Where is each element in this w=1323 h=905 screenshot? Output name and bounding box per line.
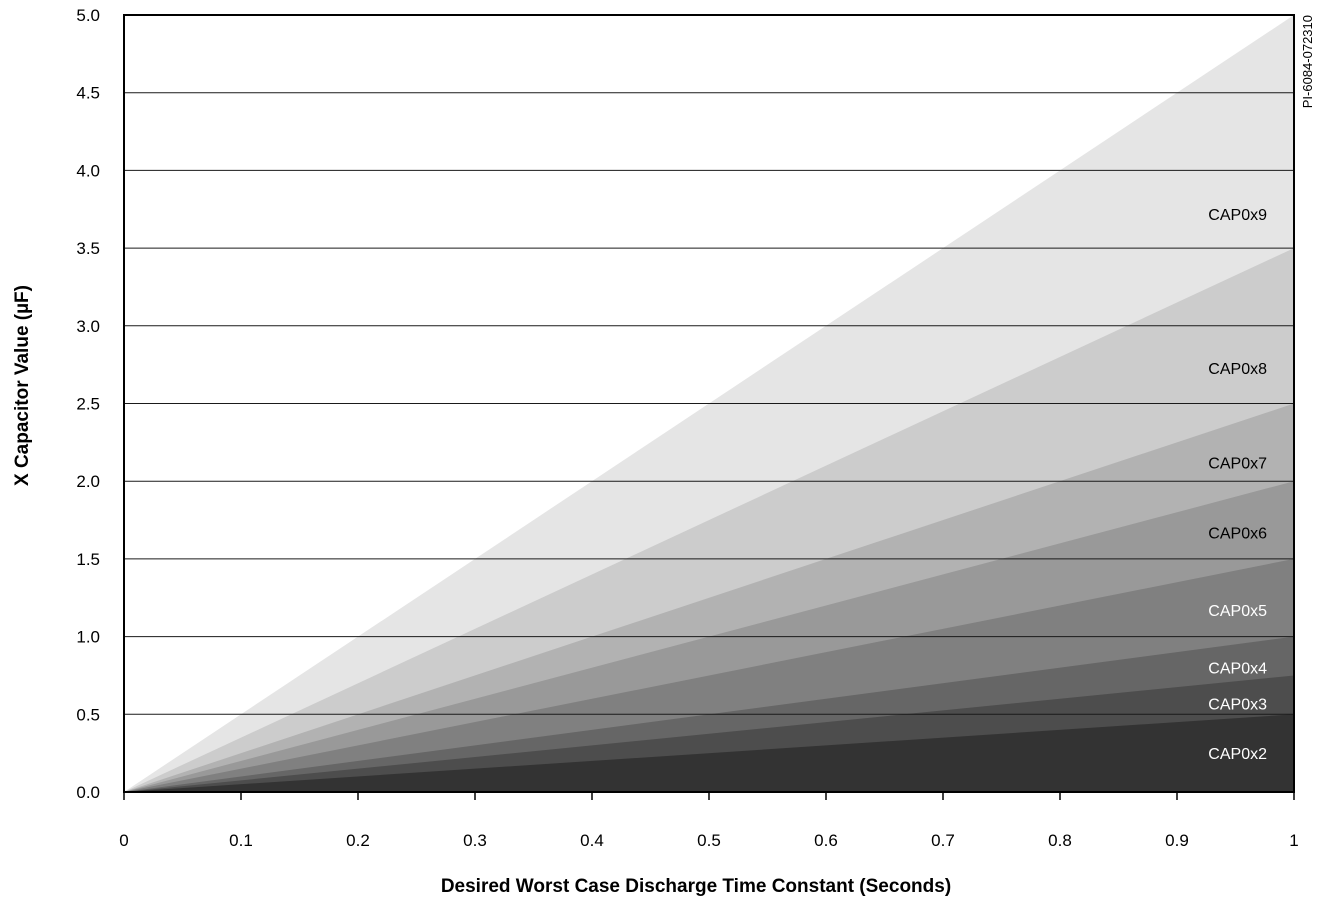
region-label-cap0x3: CAP0x3 bbox=[1208, 696, 1267, 713]
y-tick-label: 3.5 bbox=[76, 239, 100, 258]
x-tick-label: 0.2 bbox=[346, 831, 370, 850]
y-tick-label: 0.0 bbox=[76, 783, 100, 802]
y-tick-label: 1.5 bbox=[76, 550, 100, 569]
y-tick-label: 2.5 bbox=[76, 395, 100, 414]
x-tick-label: 0.1 bbox=[229, 831, 253, 850]
y-axis-ticks: 0.0 0.5 1.0 1.5 2.0 2.5 3.0 3.5 4.0 4.5 5.0 bbox=[76, 6, 100, 802]
y-axis-title: X Capacitor Value (µF) bbox=[12, 285, 33, 486]
region-label-cap0x8: CAP0x8 bbox=[1208, 361, 1267, 378]
y-tick-label: 1.0 bbox=[76, 628, 100, 647]
x-axis-ticks: 0 0.1 0.2 0.3 0.4 0.5 0.6 0.7 0.8 0.9 1 bbox=[119, 792, 1299, 850]
figure-id: PI-6084-072310 bbox=[1300, 15, 1315, 108]
x-tick-label: 0 bbox=[119, 831, 128, 850]
x-tick-label: 0.3 bbox=[463, 831, 487, 850]
x-tick-label: 1 bbox=[1289, 831, 1298, 850]
x-tick-label: 0.6 bbox=[814, 831, 838, 850]
y-tick-label: 4.5 bbox=[76, 84, 100, 103]
x-axis-title: Desired Worst Case Discharge Time Consta… bbox=[441, 876, 951, 897]
region-label-cap0x2: CAP0x2 bbox=[1208, 746, 1267, 763]
region-cap0x2 bbox=[124, 714, 1294, 792]
x-tick-label: 0.4 bbox=[580, 831, 604, 850]
y-tick-label: 3.0 bbox=[76, 317, 100, 336]
region-label-cap0x4: CAP0x4 bbox=[1208, 661, 1267, 678]
region-label-cap0x7: CAP0x7 bbox=[1208, 456, 1267, 473]
chart-region-labels: CAP0x2 CAP0x3 CAP0x4 CAP0x5 CAP0x6 CAP0x7 CAP0… bbox=[1208, 207, 1267, 763]
x-tick-label: 0.9 bbox=[1165, 831, 1189, 850]
y-tick-label: 4.0 bbox=[76, 161, 100, 180]
region-label-cap0x6: CAP0x6 bbox=[1208, 525, 1267, 542]
x-tick-label: 0.7 bbox=[931, 831, 955, 850]
y-tick-label: 0.5 bbox=[76, 705, 100, 724]
y-tick-label: 2.0 bbox=[76, 472, 100, 491]
region-label-cap0x9: CAP0x9 bbox=[1208, 207, 1267, 224]
y-tick-label: 5.0 bbox=[76, 6, 100, 25]
x-tick-label: 0.8 bbox=[1048, 831, 1072, 850]
chart-gridlines bbox=[124, 92, 1294, 715]
x-tick-label: 0.5 bbox=[697, 831, 721, 850]
region-label-cap0x5: CAP0x5 bbox=[1208, 603, 1267, 620]
